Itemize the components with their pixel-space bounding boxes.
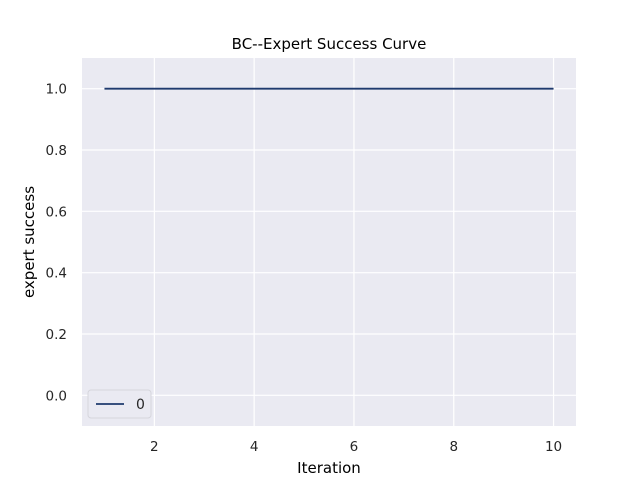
x-tick-label: 6 [350, 439, 359, 455]
y-tick-label: 0.6 [46, 204, 67, 220]
x-tick-label: 10 [545, 439, 562, 455]
legend-label: 0 [136, 397, 145, 413]
y-tick-label: 1.0 [46, 82, 67, 98]
plot-area [82, 58, 576, 426]
x-tick-label: 8 [449, 439, 458, 455]
x-tick-label: 4 [250, 439, 259, 455]
x-axis-label: Iteration [297, 459, 361, 477]
y-axis-label: expert success [20, 186, 38, 298]
y-tick-label: 0.8 [46, 143, 67, 159]
y-tick-label: 0.0 [46, 388, 67, 404]
chart-title: BC--Expert Success Curve [232, 35, 427, 53]
y-tick-labels: 0.0 0.2 0.4 0.6 0.8 1.0 [46, 82, 67, 405]
x-tick-labels: 2 4 6 8 10 [150, 439, 562, 455]
x-tick-label: 2 [150, 439, 159, 455]
y-tick-label: 0.2 [46, 327, 67, 343]
y-tick-label: 0.4 [46, 266, 67, 282]
legend: 0 [87, 389, 152, 419]
